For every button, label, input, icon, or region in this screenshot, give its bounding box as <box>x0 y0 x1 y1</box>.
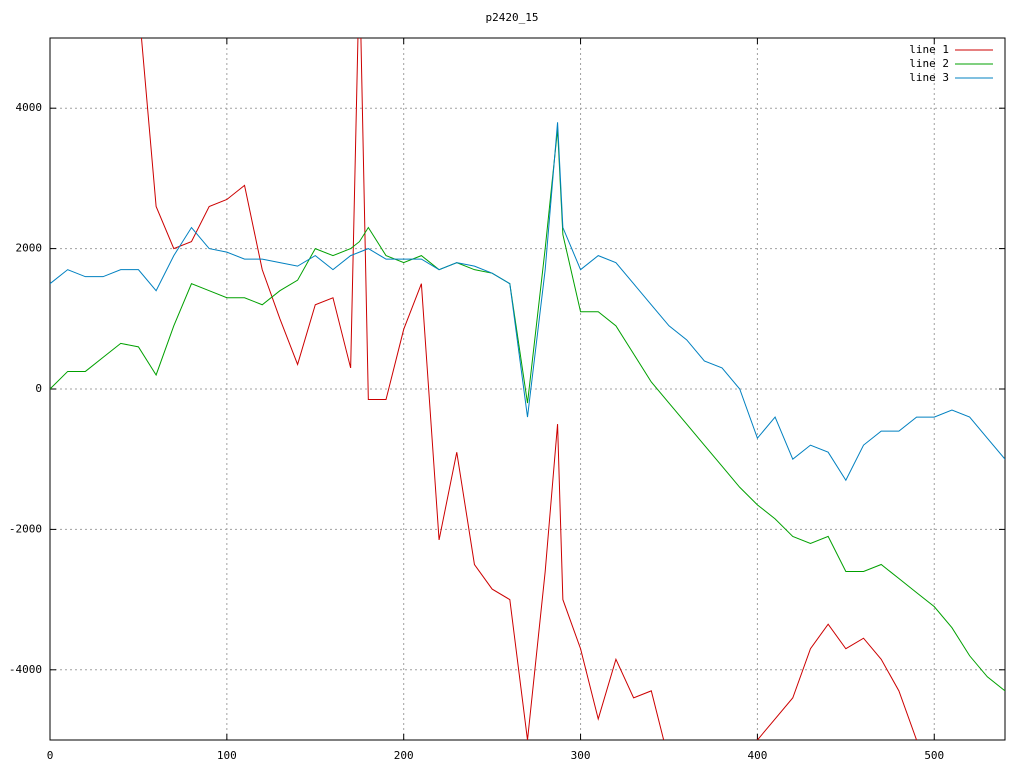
data-line <box>140 38 918 740</box>
legend-label: line 3 <box>909 71 949 84</box>
legend-label: line 1 <box>909 43 949 56</box>
chart-title: p2420_15 <box>486 11 539 24</box>
y-tick-label: -4000 <box>9 663 42 676</box>
data-line <box>50 129 1005 692</box>
y-tick-label: 4000 <box>16 101 43 114</box>
x-tick-label: 100 <box>217 749 237 762</box>
data-line <box>50 122 1005 482</box>
plot-area <box>50 38 1005 740</box>
y-tick-label: -2000 <box>9 522 42 535</box>
y-tick-label: 0 <box>35 382 42 395</box>
x-tick-label: 500 <box>924 749 944 762</box>
x-tick-label: 0 <box>47 749 54 762</box>
y-tick-label: 2000 <box>16 242 43 255</box>
x-tick-label: 400 <box>747 749 767 762</box>
x-tick-label: 300 <box>571 749 591 762</box>
legend-label: line 2 <box>909 57 949 70</box>
x-tick-label: 200 <box>394 749 414 762</box>
